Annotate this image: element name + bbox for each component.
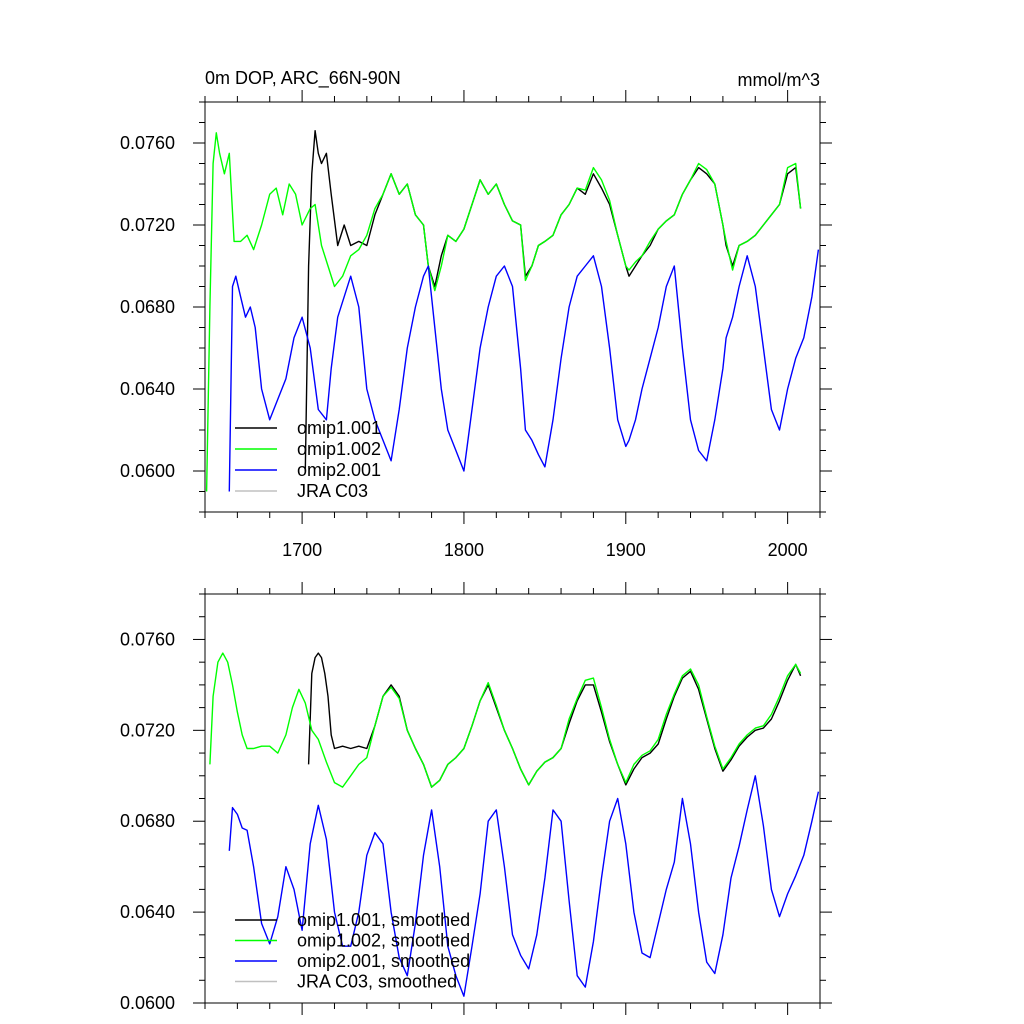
y-tick-label: 0.0680	[120, 297, 175, 317]
series-line-omip2-001	[228, 249, 820, 492]
y-tick-labels: 0.0600 0.0640 0.0680 0.0720 0.0760	[120, 629, 175, 1013]
x-tick-labels: 1700 1800 1900 2000	[282, 540, 808, 560]
legend-label: JRA C03	[297, 481, 368, 501]
y-tick-label: 0.0640	[120, 902, 175, 922]
x-tick-label: 1900	[606, 540, 646, 560]
y-tick-label: 0.0680	[120, 811, 175, 831]
legend-label: omip1.001, smoothed	[297, 910, 470, 930]
series-line-omip2-001-smoothed	[228, 775, 820, 997]
y-tick-label: 0.0760	[120, 629, 175, 649]
plot-frame	[204, 593, 821, 1004]
legend-label: omip2.001	[297, 460, 381, 480]
legend-label: JRA C03, smoothed	[297, 972, 457, 992]
legend-label: omip1.001	[297, 418, 381, 438]
x-tick-label: 1700	[282, 540, 322, 560]
panel-top: 0m DOP, ARC_66N-90N mmol/m^3 0.0600 0.064…	[120, 68, 832, 560]
y-tick-label: 0.0720	[120, 215, 175, 235]
x-tick-label: 2000	[768, 540, 808, 560]
series-line-omip1-002	[205, 132, 802, 492]
y-tick-label: 0.0600	[120, 993, 175, 1013]
series-line-omip1-002-smoothed	[209, 652, 802, 788]
panel-bottom: 0.0600 0.0640 0.0680 0.0720 0.0760 omip1.001…	[120, 582, 832, 1015]
y-tick-label: 0.0760	[120, 133, 175, 153]
y-tick-label: 0.0640	[120, 379, 175, 399]
chart-title: 0m DOP, ARC_66N-90N	[205, 68, 401, 89]
plot-lines	[205, 129, 820, 492]
legend-label: omip2.001, smoothed	[297, 951, 470, 971]
plot-frame	[204, 101, 821, 513]
axis-ticks	[193, 90, 832, 524]
y-tick-labels: 0.0600 0.0640 0.0680 0.0720 0.0760	[120, 133, 175, 481]
plot-lines	[209, 652, 820, 997]
axis-ticks	[193, 582, 832, 1015]
y-tick-label: 0.0600	[120, 461, 175, 481]
y-tick-label: 0.0720	[120, 720, 175, 740]
units-label: mmol/m^3	[738, 70, 820, 90]
x-tick-label: 1800	[444, 540, 484, 560]
legend-label: omip1.002	[297, 439, 381, 459]
legend-label: omip1.002, smoothed	[297, 931, 470, 951]
